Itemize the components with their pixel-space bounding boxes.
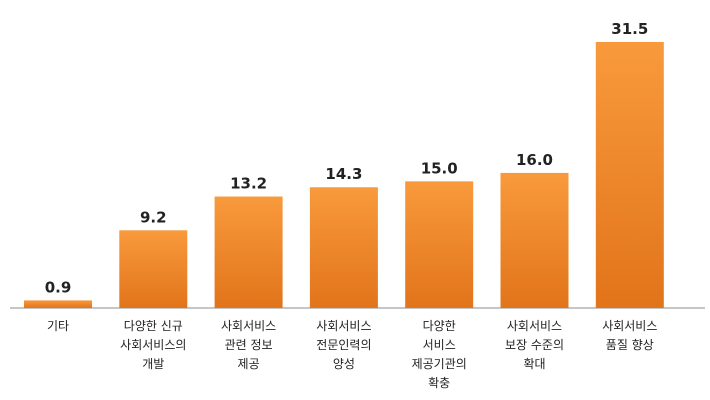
category-label-line: 사회서비스의 bbox=[120, 338, 186, 352]
bars-group bbox=[24, 42, 664, 308]
category-label-line: 개발 bbox=[142, 357, 164, 371]
value-label-6: 31.5 bbox=[611, 20, 648, 38]
value-label-4: 15.0 bbox=[421, 159, 458, 177]
bar-0 bbox=[24, 300, 92, 308]
value-label-2: 13.2 bbox=[230, 175, 267, 193]
category-label-line: 확대 bbox=[523, 357, 545, 371]
bar-4 bbox=[405, 181, 474, 308]
category-label-line: 품질 향상 bbox=[606, 338, 654, 352]
category-label-line: 보장 수준의 bbox=[505, 338, 564, 352]
category-label-line: 양성 bbox=[333, 357, 355, 371]
category-label-line: 다양한 신규 bbox=[124, 319, 183, 333]
bar-5 bbox=[500, 172, 569, 308]
category-label-line: 서비스 bbox=[423, 338, 456, 352]
category-label-line: 전문인력의 bbox=[316, 338, 371, 352]
category-label-line: 다양한 bbox=[423, 319, 456, 333]
category-label-line: 제공 bbox=[238, 357, 260, 371]
value-labels-group: 0.9 9.2 13.2 14.3 15.0 16.0 31.5 bbox=[45, 20, 649, 296]
category-label-line: 기타 bbox=[47, 319, 69, 333]
category-label-line: 사회서비스 bbox=[507, 319, 562, 333]
category-label-line: 사회서비스 bbox=[602, 319, 657, 333]
category-label-line: 사회서비스 bbox=[316, 319, 371, 333]
category-label-line: 관련 정보 bbox=[225, 338, 273, 352]
bar-6 bbox=[595, 42, 664, 308]
value-label-3: 14.3 bbox=[325, 165, 362, 183]
bar-2 bbox=[214, 196, 283, 308]
bar-1 bbox=[119, 230, 188, 308]
category-label-line: 제공기관의 bbox=[412, 357, 467, 371]
category-label-line: 확충 bbox=[428, 376, 450, 390]
value-label-0: 0.9 bbox=[45, 278, 72, 296]
bar-3 bbox=[309, 187, 378, 308]
value-label-1: 9.2 bbox=[140, 208, 167, 226]
category-label-line: 사회서비스 bbox=[221, 319, 276, 333]
category-label-0: 기타 bbox=[47, 319, 69, 333]
value-label-5: 16.0 bbox=[516, 151, 553, 169]
